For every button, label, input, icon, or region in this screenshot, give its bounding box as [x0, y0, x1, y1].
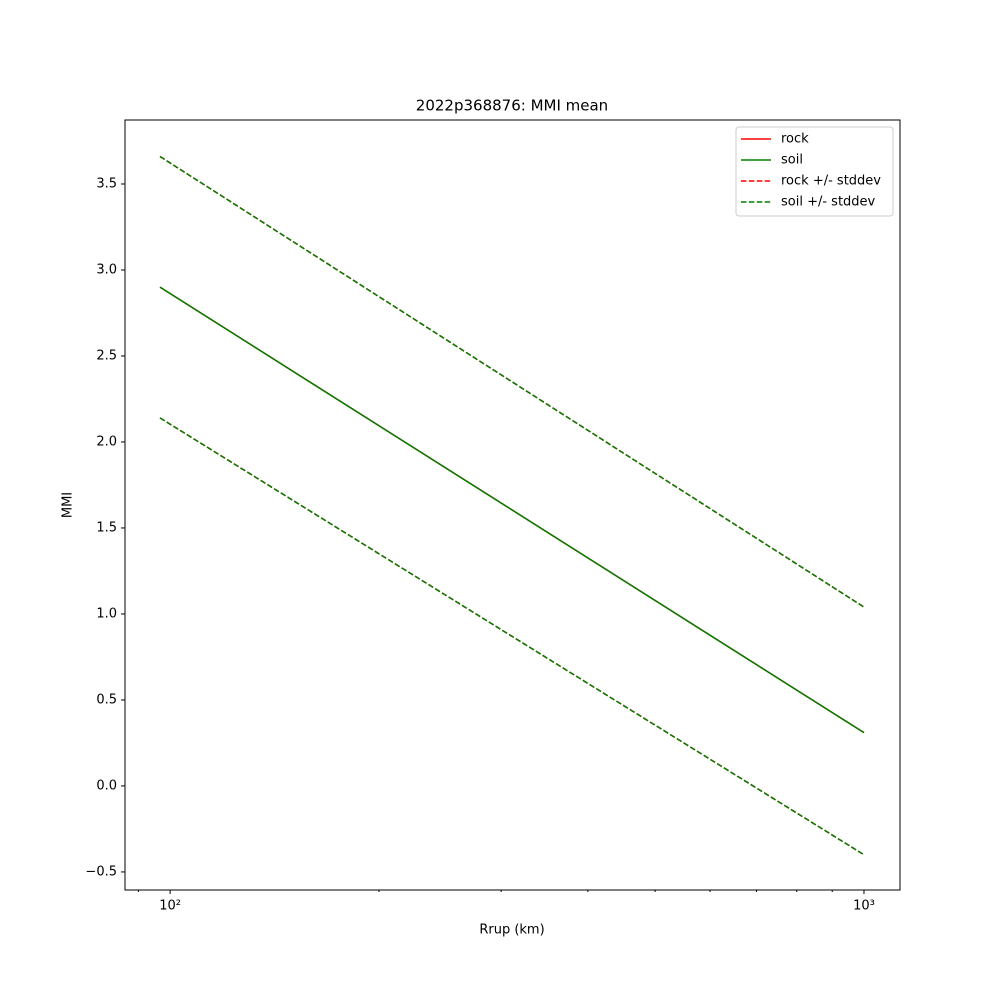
y-tick-label: 2.5	[96, 348, 117, 363]
series-line	[159, 417, 865, 856]
x-tick-label: 10³	[853, 899, 875, 914]
legend-label: soil	[781, 153, 803, 168]
y-tick-label: 3.0	[96, 262, 117, 277]
plot-frame	[124, 119, 901, 891]
legend-label: rock	[781, 132, 809, 147]
chart-title: 2022p368876: MMI mean	[416, 97, 608, 115]
y-tick-label: 2.0	[96, 434, 117, 449]
y-tick-label: 0.5	[96, 692, 117, 707]
y-tick-label: 1.0	[96, 606, 117, 621]
y-tick-label: 3.5	[96, 176, 117, 191]
legend-box	[735, 126, 894, 217]
x-tick-label: 10²	[159, 899, 181, 914]
series-line	[159, 155, 865, 608]
x-axis-label: Rrup (km)	[479, 923, 544, 938]
y-tick-label: 0.0	[96, 778, 117, 793]
y-tick-label: −0.5	[85, 864, 117, 879]
y-axis-label: MMI	[61, 492, 76, 518]
series-line	[159, 286, 865, 734]
y-tick-label: 1.5	[96, 520, 117, 535]
legend-label: soil +/- stddev	[781, 195, 876, 210]
legend-label: rock +/- stddev	[781, 174, 881, 189]
